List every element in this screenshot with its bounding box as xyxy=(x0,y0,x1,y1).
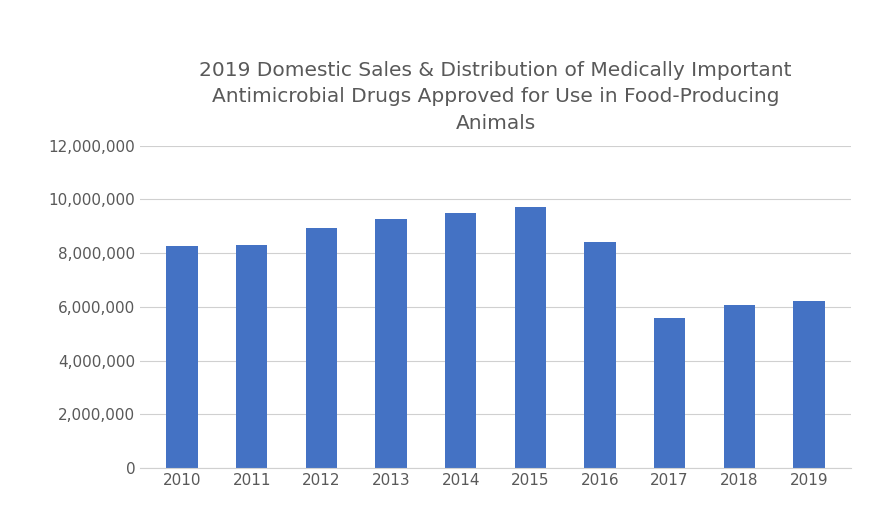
Bar xyxy=(724,305,755,468)
Bar xyxy=(515,207,546,468)
Bar xyxy=(793,302,824,468)
Title: 2019 Domestic Sales & Distribution of Medically Important
Antimicrobial Drugs Ap: 2019 Domestic Sales & Distribution of Me… xyxy=(199,61,792,133)
Bar xyxy=(167,246,198,468)
Bar xyxy=(445,213,476,468)
Bar xyxy=(306,228,337,468)
Bar xyxy=(375,219,407,468)
Bar xyxy=(584,242,616,468)
Bar xyxy=(236,245,267,468)
Bar xyxy=(654,318,685,468)
